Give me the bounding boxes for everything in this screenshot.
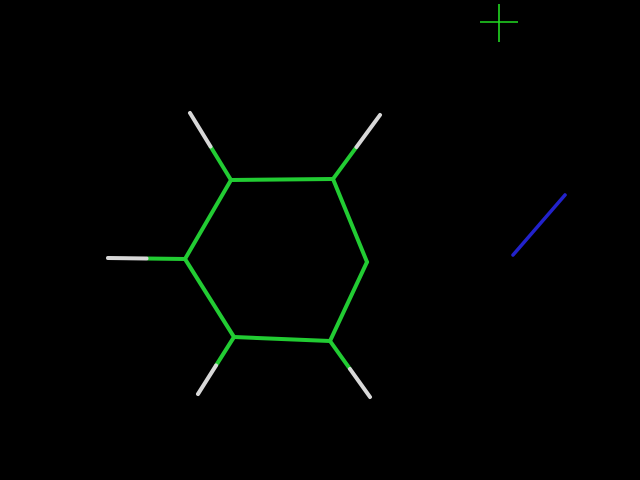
bond-c6-h6-half-b [106, 256, 149, 261]
bond-c2-c3 [331, 177, 369, 264]
bond-c5-h5-half-b [196, 363, 218, 396]
bond-c6-h6-half-a [144, 256, 187, 261]
bond-c1-h1-half-a [208, 144, 233, 182]
bond-c5-h5-half-a [214, 335, 236, 368]
bond-c2-h2-half-a [331, 145, 359, 181]
bond-c1-c2 [229, 177, 335, 182]
bond-c2-h2-half-b [354, 113, 382, 149]
bond-c4-h4-half-b [348, 367, 372, 399]
bond-c4-c5 [232, 335, 332, 343]
bond-c5-c6 [183, 257, 236, 339]
bond-c4-h4-half-a [328, 339, 352, 371]
bond-c1-h1-half-b [188, 111, 213, 149]
bond-c6-c1 [183, 178, 233, 261]
axis-indicator-line [511, 193, 567, 257]
bonds-layer [106, 111, 382, 399]
bond-c3-c4 [328, 260, 369, 343]
crosshair-cursor-icon [480, 4, 518, 42]
